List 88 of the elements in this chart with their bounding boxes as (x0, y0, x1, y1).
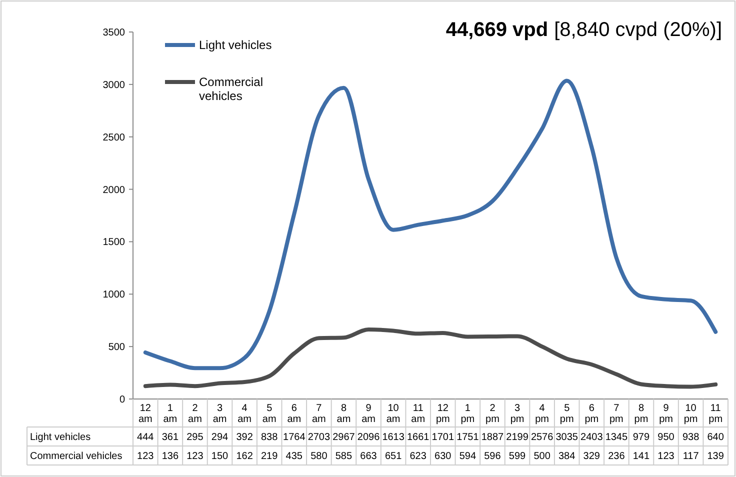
data-label: 1345 (605, 432, 628, 443)
data-label: 838 (261, 432, 278, 443)
data-label: 392 (236, 432, 254, 443)
data-label: 623 (410, 451, 427, 462)
x-tick-label: 5 pm (560, 403, 574, 425)
data-label: 295 (186, 432, 204, 443)
data-label: 1887 (481, 432, 504, 443)
data-label: 594 (459, 451, 476, 462)
x-tick-label: 4 am (238, 403, 252, 425)
y-tick-label: 2500 (102, 132, 126, 144)
data-label: 361 (162, 432, 179, 443)
data-label: 1661 (406, 432, 430, 443)
x-tick-label: 5 am (262, 403, 276, 425)
x-tick-label: 3 am (212, 403, 227, 425)
data-label: 236 (608, 451, 626, 462)
x-tick-label: 3 pm (510, 403, 524, 425)
data-label: 117 (682, 451, 700, 462)
data-label: 3035 (556, 432, 578, 443)
y-tick-label: 3500 (102, 28, 126, 38)
data-label: 663 (360, 451, 378, 462)
x-tick-label: 2 pm (486, 403, 500, 425)
x-tick-label: 6 am (287, 403, 302, 425)
data-label: 950 (658, 432, 675, 443)
legend-label: Commercial vehicles (199, 75, 264, 103)
data-label: 2576 (530, 432, 554, 443)
x-tick-label: 7 pm (609, 403, 624, 425)
data-label: 150 (211, 451, 229, 462)
data-label: 294 (211, 432, 229, 443)
data-label: 435 (286, 451, 303, 462)
line-series (143, 78, 718, 370)
data-label: 596 (484, 451, 502, 462)
data-label: 599 (508, 451, 526, 462)
data-label: 139 (707, 451, 724, 462)
data-label: 384 (558, 451, 576, 462)
data-label: 123 (186, 451, 204, 462)
data-label: 979 (632, 432, 650, 443)
x-tick-label: 10 pm (684, 403, 698, 425)
x-tick-label: 1 pm (460, 403, 475, 425)
data-label: 2199 (506, 432, 529, 443)
data-label: 1751 (456, 432, 480, 443)
y-tick-label: 500 (108, 342, 126, 354)
data-label: 1764 (283, 432, 306, 443)
x-tick-label: 6 pm (584, 403, 599, 425)
y-tick-label: 2000 (102, 184, 126, 196)
data-label: 123 (658, 451, 675, 462)
x-tick-label: 4 pm (535, 403, 550, 425)
data-label: 162 (236, 451, 254, 462)
chart-subtitle: [8,840 cvpd (20%)] (554, 19, 722, 41)
y-tick-label: 0 (119, 394, 126, 406)
x-tick-label: 10 am (386, 403, 400, 425)
data-label: 630 (434, 451, 452, 462)
data-label: 141 (632, 451, 650, 462)
data-label: 580 (310, 451, 328, 462)
data-label: 136 (162, 451, 179, 462)
y-tick-label: 3000 (102, 80, 126, 91)
x-tick-label: 9 am (362, 403, 376, 425)
data-label: 585 (335, 451, 353, 462)
chart-title: 44,669 vpd (446, 19, 548, 41)
text: Light vehicles (30, 432, 91, 443)
line-series (143, 327, 718, 389)
y-tick-label: 1500 (102, 237, 126, 248)
data-label: 2403 (580, 432, 604, 443)
data-label: 219 (261, 451, 278, 462)
data-label: 640 (707, 432, 724, 443)
data-label: 123 (137, 451, 154, 462)
x-tick-label: 8 pm (634, 403, 648, 425)
data-label: 2703 (308, 432, 330, 443)
data-label: 1613 (382, 432, 405, 443)
data-label: 500 (534, 451, 551, 462)
data-label: 651 (384, 451, 402, 462)
data-label: 938 (682, 432, 700, 443)
x-tick-label: 12 am (138, 403, 152, 425)
data-label: 329 (583, 451, 600, 462)
x-tick-label: 12 pm (436, 403, 450, 425)
x-tick-label: 8 am (336, 403, 351, 425)
text: Commercial vehicles (30, 451, 122, 462)
data-label: 444 (137, 432, 154, 443)
x-tick-label: 2 am (188, 403, 202, 425)
x-tick-label: 9 pm (659, 403, 673, 425)
data-label: 2096 (357, 432, 380, 443)
data-label: 1701 (432, 432, 454, 443)
x-tick-label: 11 pm (708, 403, 723, 425)
x-tick-label: 1 am (163, 403, 178, 425)
y-tick-label: 1000 (102, 290, 126, 301)
data-label: 2967 (332, 432, 356, 443)
x-tick-label: 11 am (411, 403, 426, 425)
x-tick-label: 7 am (312, 403, 326, 425)
legend-label: Light vehicles (199, 38, 272, 52)
